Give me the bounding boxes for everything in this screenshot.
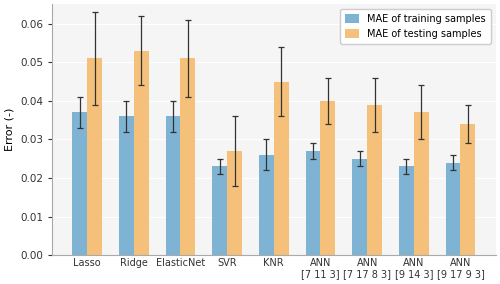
Bar xyxy=(320,101,336,255)
Bar xyxy=(259,155,274,255)
Bar xyxy=(72,112,87,255)
Bar xyxy=(166,116,180,255)
Legend: MAE of training samples, MAE of testing samples: MAE of training samples, MAE of testing … xyxy=(340,9,490,44)
Y-axis label: Error (-): Error (-) xyxy=(4,108,15,151)
Bar xyxy=(399,166,414,255)
Bar xyxy=(352,159,367,255)
Bar xyxy=(180,59,196,255)
Bar xyxy=(134,51,148,255)
Bar xyxy=(119,116,134,255)
Bar xyxy=(227,151,242,255)
Bar xyxy=(460,124,475,255)
Bar xyxy=(367,105,382,255)
Bar xyxy=(414,112,428,255)
Bar xyxy=(274,82,288,255)
Bar xyxy=(446,163,460,255)
Bar xyxy=(212,166,227,255)
Bar xyxy=(306,151,320,255)
Bar xyxy=(87,59,102,255)
